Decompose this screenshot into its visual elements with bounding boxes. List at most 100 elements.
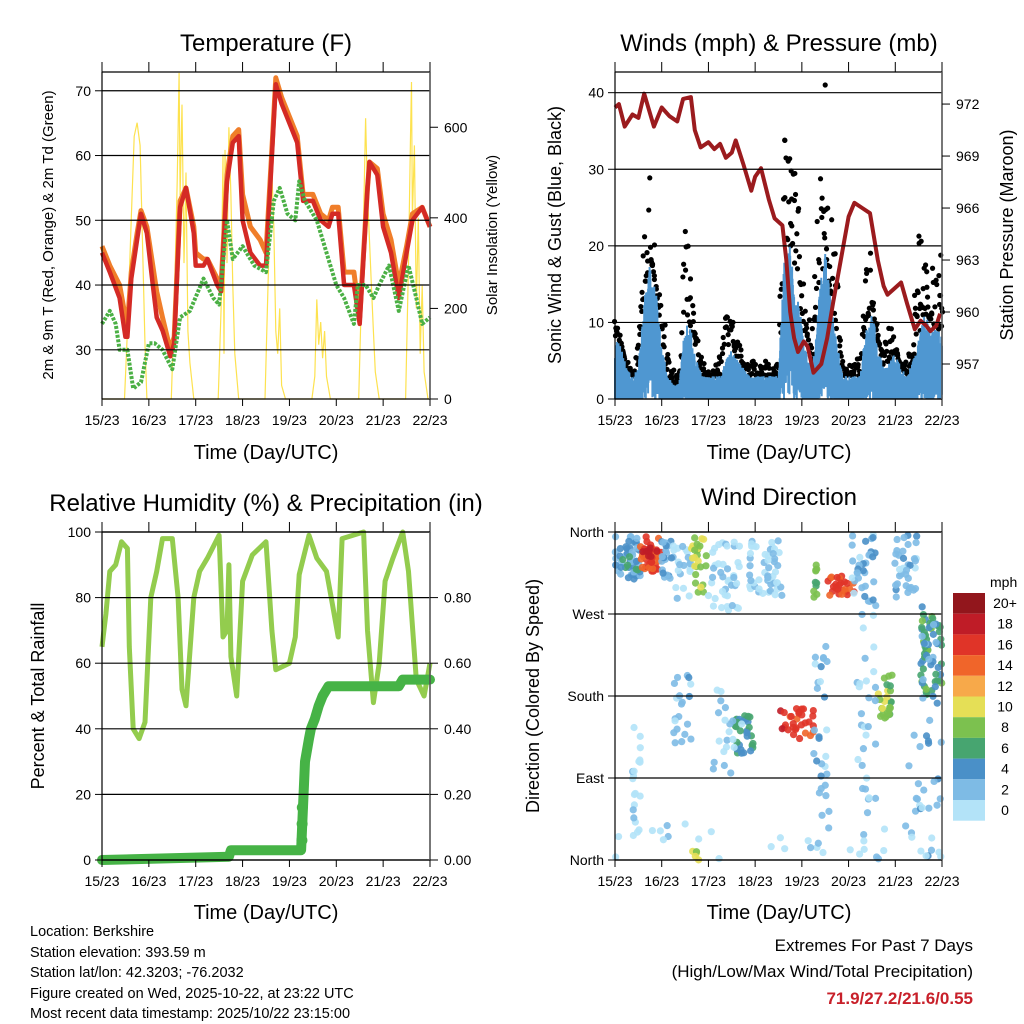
wind-direction-point [914, 780, 922, 788]
gust-point [802, 308, 808, 314]
y-tick-label: West [572, 606, 604, 622]
y-tick-label: 60 [75, 148, 91, 164]
gust-point [870, 307, 876, 313]
wind-direction-point [928, 834, 936, 842]
wind-direction-point [707, 828, 715, 836]
wind-direction-point [913, 795, 922, 803]
wind-direction-point [813, 590, 821, 598]
wind-direction-point [636, 732, 644, 740]
wind-direction-point [935, 848, 943, 856]
wind-direction-point [683, 720, 692, 728]
wind-direction-point [673, 673, 682, 682]
gust-point [875, 332, 881, 338]
gust-point [789, 223, 795, 229]
gust-point [877, 341, 883, 347]
gust-point [916, 233, 922, 239]
wind-direction-point [630, 723, 638, 732]
gust-max-point [822, 82, 828, 88]
wind-direction-point [629, 775, 637, 783]
gust-point [913, 331, 919, 337]
wind-direction-point [721, 703, 730, 712]
wind-direction-point [862, 677, 870, 685]
gust-point [867, 267, 874, 273]
gust-point [823, 246, 830, 252]
wind-direction-point [767, 843, 775, 851]
wind-direction-point [810, 726, 818, 734]
right-y-tick-label: 0 [444, 391, 452, 407]
x-tick-label: 17/23 [178, 873, 213, 889]
wind-direction-point [822, 792, 830, 800]
gust-point [911, 351, 917, 357]
extremes-values: 71.9/27.2/21.6/0.55 [826, 989, 973, 1008]
wind-direction-point [904, 588, 912, 597]
gust-point [936, 273, 942, 279]
gust-point [738, 347, 744, 353]
gust-point [617, 332, 623, 338]
extremes-subtitle: (High/Low/Max Wind/Total Precipitation) [672, 962, 973, 981]
wind-direction-point [911, 557, 920, 565]
wind-direction-point [795, 734, 804, 743]
winds-title: Winds (mph) & Pressure (mb) [620, 30, 937, 57]
gust-point [838, 353, 844, 359]
gust-point [819, 195, 825, 201]
gust-point [680, 274, 686, 280]
gust-point [830, 275, 836, 281]
wind-direction-point [858, 761, 866, 770]
wind-direction-point [723, 736, 731, 744]
legend-label: 10 [997, 699, 1013, 715]
wind-direction-point [689, 554, 697, 562]
legend-swatch [953, 655, 985, 676]
wind-direction-point [633, 828, 642, 836]
wind-direction-point [710, 758, 718, 766]
gust-point [766, 365, 772, 371]
wind-direction-point [891, 559, 899, 567]
wind-direction-point [681, 820, 689, 828]
legend-swatch [953, 613, 985, 635]
gust-point [614, 325, 621, 331]
gust-point [717, 355, 723, 361]
gust-point [888, 326, 894, 332]
gust-point [794, 231, 800, 237]
2m-temperature-line [99, 82, 433, 359]
legend-swatch [953, 634, 985, 656]
wind-direction-point [614, 832, 623, 841]
precipitation-point [296, 834, 308, 846]
wind-direction-point [865, 794, 873, 802]
wind-direction-point [692, 570, 700, 579]
wind-direction-point [925, 804, 933, 812]
wind-direction-point [920, 786, 928, 794]
wind-direction-point [810, 750, 818, 758]
gust-point [929, 265, 936, 271]
wind-direction-point [617, 563, 625, 571]
wind-direction-point [630, 814, 638, 822]
wind-direction-point [695, 835, 703, 843]
gust-point [662, 322, 668, 328]
wind-direction-point [895, 565, 904, 573]
wind-direction-point [929, 621, 938, 629]
wind-direction-point [859, 624, 867, 632]
wind-direction-point [666, 574, 674, 582]
x-tick-label: 22/23 [924, 873, 959, 889]
wind-direction-point [789, 720, 797, 728]
gust-point [650, 269, 657, 275]
wind-direction-point [714, 560, 722, 568]
wind-direction-title: Wind Direction [701, 484, 857, 511]
y-tick-label: 50 [75, 212, 91, 228]
wind-direction-point [679, 584, 688, 592]
wind-direction-point [821, 781, 829, 789]
wind-direction-point [671, 739, 679, 747]
wind-direction-point [667, 554, 676, 562]
wind-direction-point [729, 735, 737, 744]
gust-point [782, 194, 788, 201]
wind-direction-point [848, 541, 856, 549]
x-tick-label: 18/23 [738, 873, 773, 889]
gust-point [809, 345, 815, 351]
gust-point [695, 338, 701, 344]
gust-point [825, 205, 831, 211]
wind-direction-point [883, 693, 891, 701]
wind-direction-point [813, 684, 821, 692]
humidity-title: Relative Humidity (%) & Precipitation (i… [49, 490, 482, 517]
x-tick-label: 17/23 [691, 873, 726, 889]
wind-direction-point [870, 668, 878, 676]
x-tick-label: 15/23 [84, 873, 119, 889]
